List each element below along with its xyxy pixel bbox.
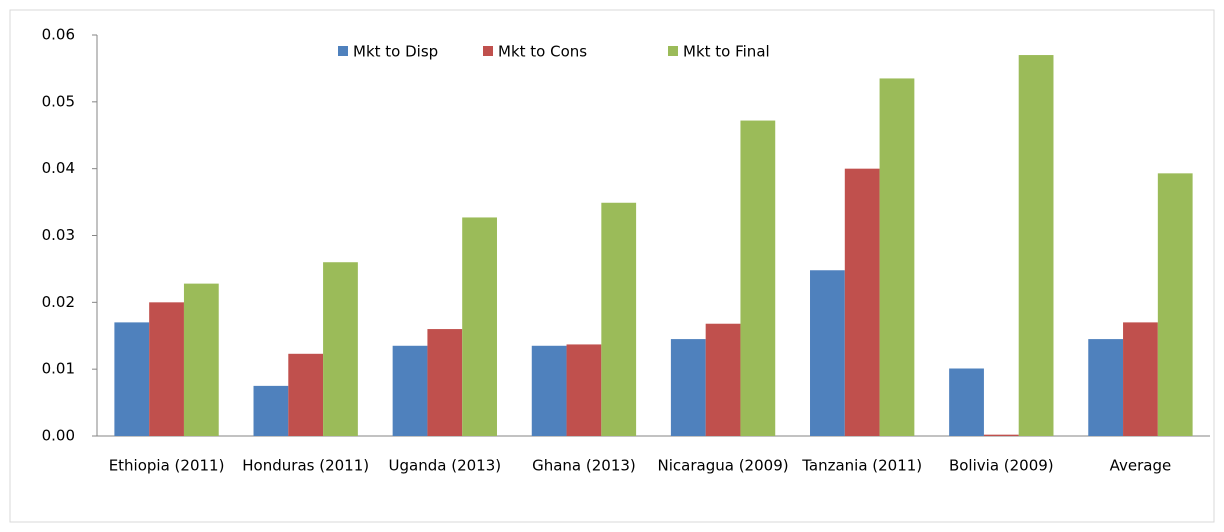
x-tick-label: Honduras (2011) [242,457,369,475]
bar [323,262,358,436]
y-tick-label: 0.00 [42,427,75,445]
legend-label: Mkt to Final [683,43,770,61]
bar [1123,322,1158,436]
legend-swatch [483,46,493,56]
y-tick-label: 0.05 [42,92,75,110]
x-tick-label: Nicaragua (2009) [658,457,789,475]
bar [879,78,915,437]
bar [601,202,637,436]
bar [531,345,567,436]
bar [392,345,428,436]
bar [983,434,1019,436]
bar [427,329,463,436]
bar [566,344,602,436]
y-tick-label: 0.04 [42,159,75,177]
x-tick-label: Uganda (2013) [389,457,502,475]
bar [1018,55,1054,437]
x-tick-label: Bolivia (2009) [949,457,1054,475]
bar [462,217,497,436]
y-tick-label: 0.06 [42,26,75,44]
x-tick-label: Ghana (2013) [532,457,636,475]
bar [114,322,150,436]
legend-label: Mkt to Disp [353,43,438,61]
bar [183,283,219,436]
bar [670,339,706,436]
bar [288,353,324,436]
bar [1088,339,1124,436]
bar [1157,173,1193,436]
legend-swatch [338,46,348,56]
bar [253,385,289,436]
y-tick-label: 0.03 [42,226,75,244]
bar [705,323,741,436]
legend-label: Mkt to Cons [498,43,587,61]
x-tick-label: Tanzania (2011) [801,457,922,475]
bar [149,302,184,436]
legend-swatch [668,46,678,56]
y-tick-label: 0.01 [42,360,75,378]
bar [949,368,984,436]
y-tick-label: 0.02 [42,293,75,311]
bar [740,120,776,437]
x-tick-label: Average [1110,457,1172,475]
bar [844,168,880,436]
x-tick-label: Ethiopia (2011) [109,457,225,475]
bar [810,270,845,436]
